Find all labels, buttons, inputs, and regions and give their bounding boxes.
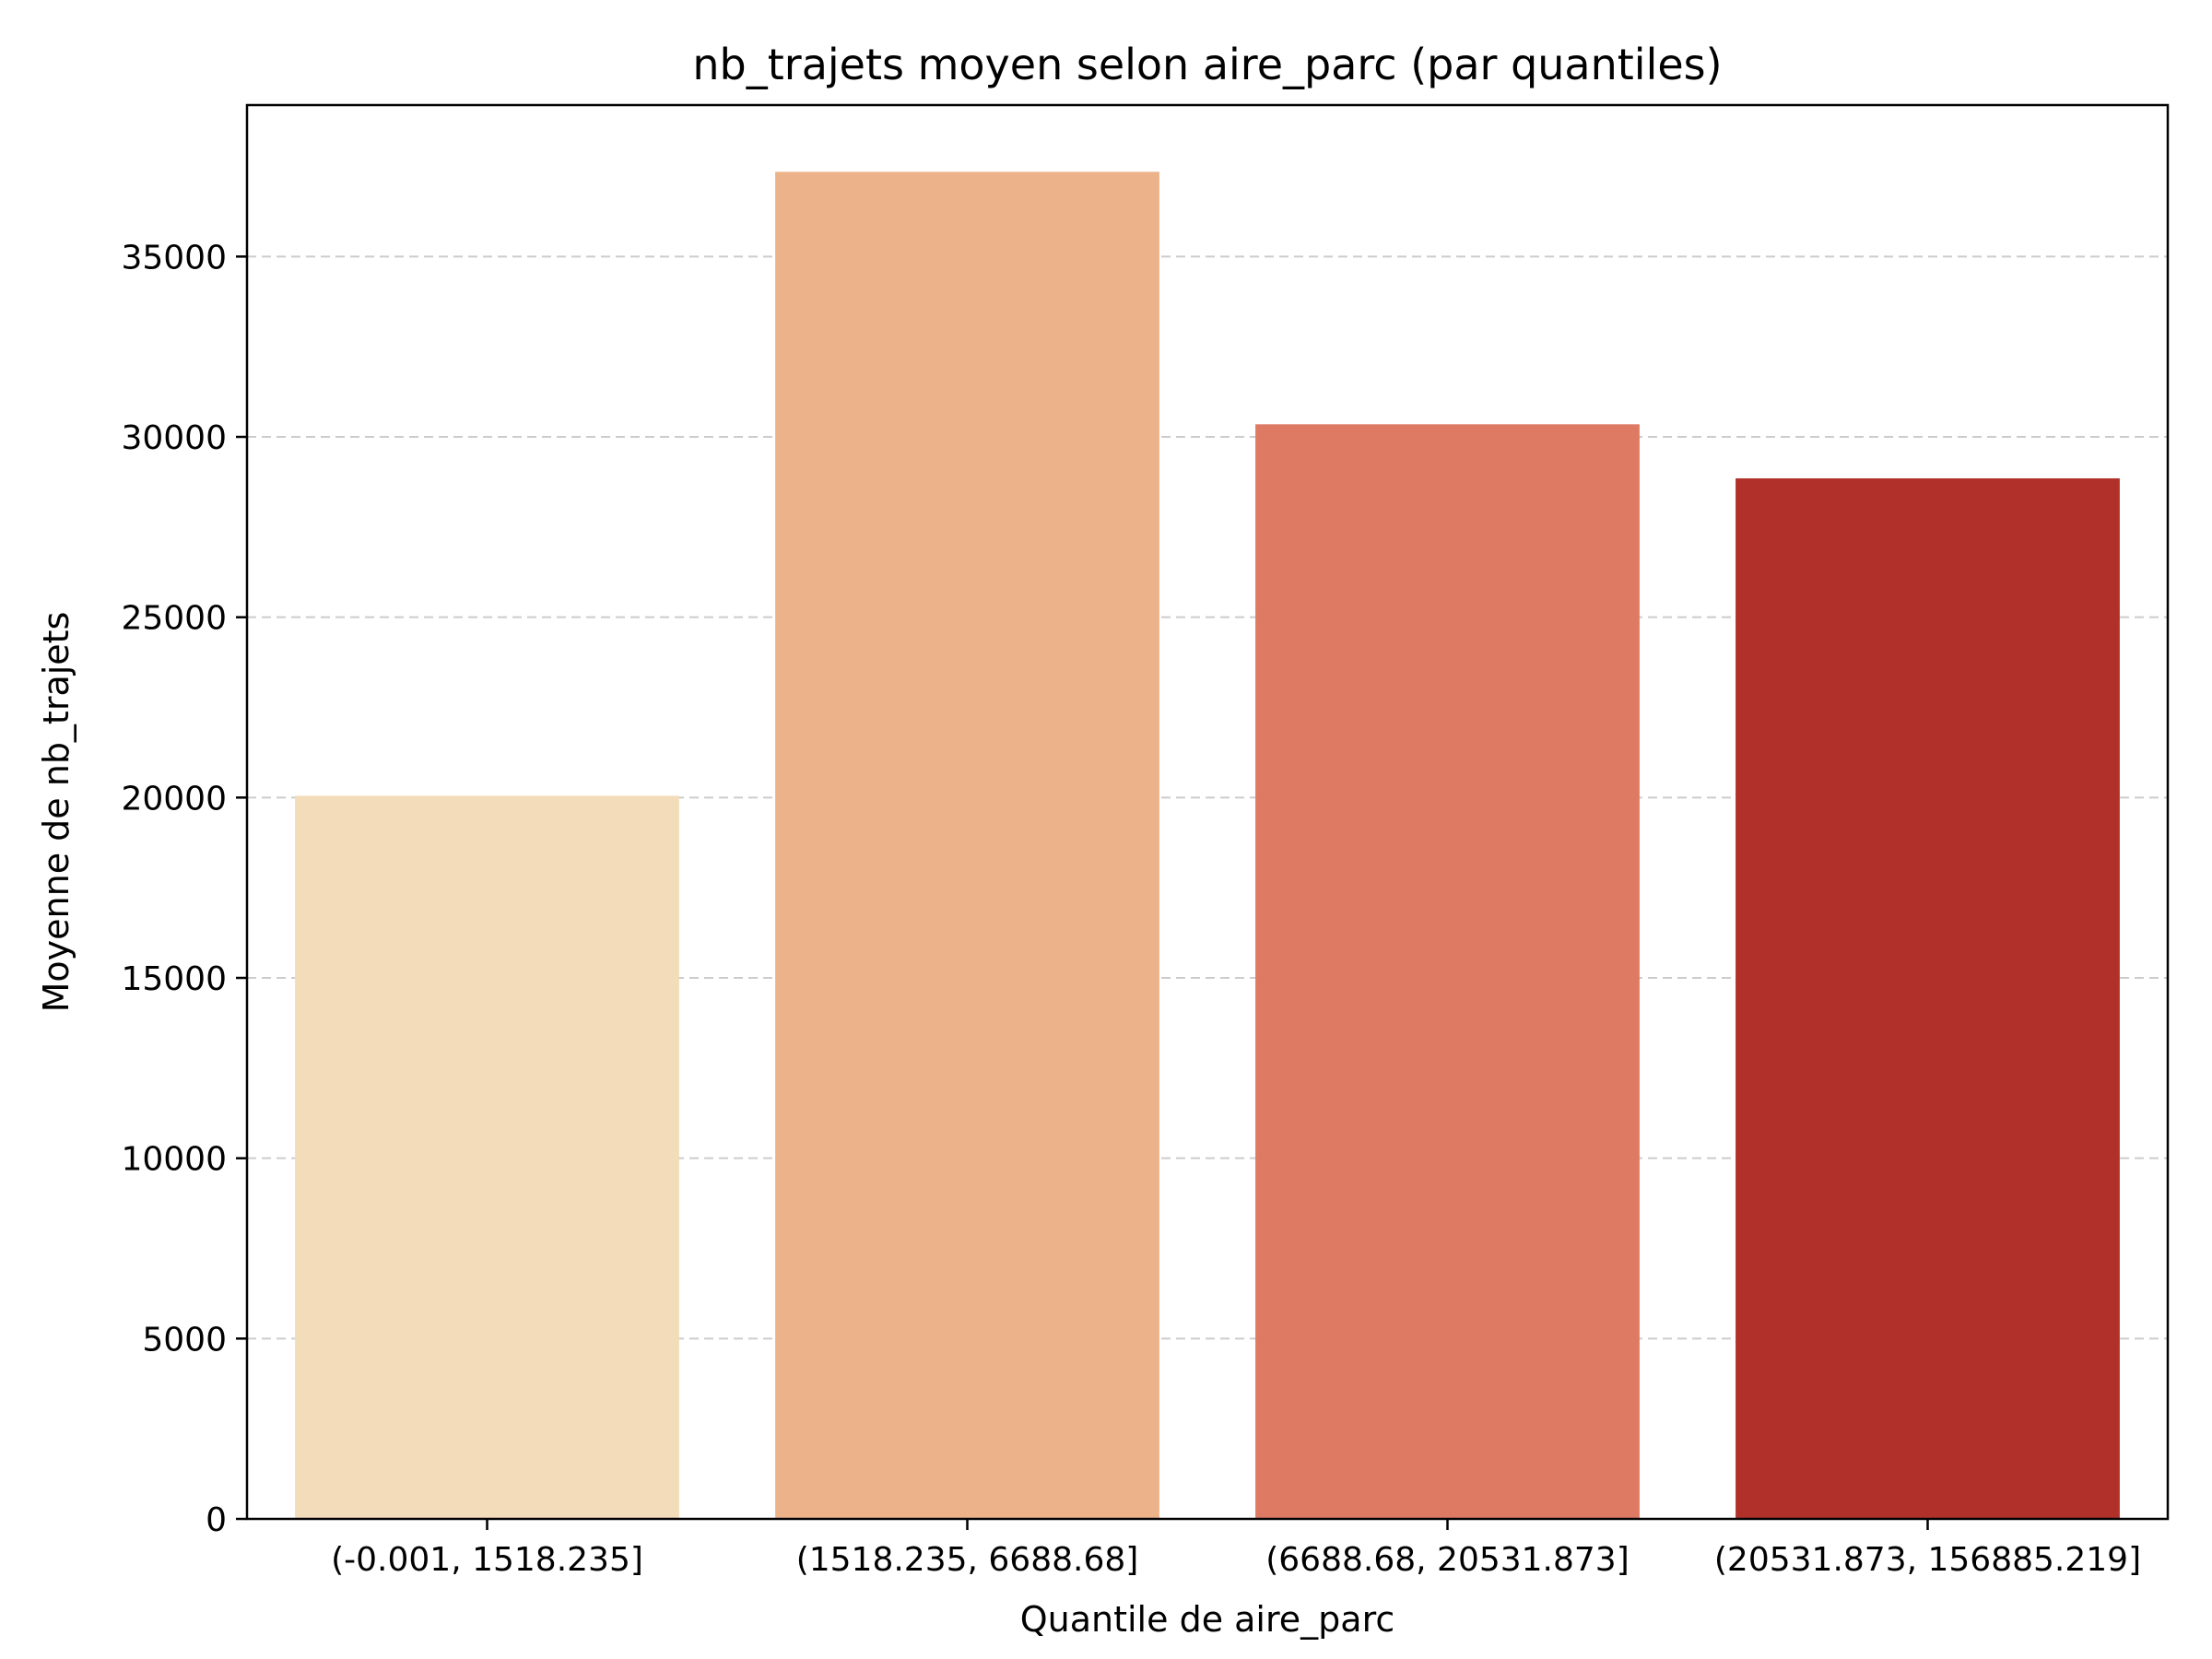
x-tick-label: (-0.001, 1518.235]	[331, 1541, 643, 1579]
y-tick-label: 20000	[121, 780, 227, 818]
y-tick-label: 25000	[121, 600, 227, 638]
bar	[775, 171, 1159, 1520]
y-axis-ticks: 0 5000 10000 15000 20000 25000 30000 35000	[121, 239, 247, 1539]
x-axis-ticks: (-0.001, 1518.235] (1518.235, 6688.68] (66…	[331, 1519, 2141, 1579]
x-tick-label: (1518.235, 6688.68]	[796, 1541, 1139, 1579]
plot-frame	[245, 103, 2170, 1521]
y-tick-label: 15000	[121, 960, 227, 998]
y-tick-label: 10000	[121, 1141, 227, 1179]
chart-title: nb_trajets moyen selon aire_parc (par qu…	[692, 40, 1722, 89]
y-tick-label: 5000	[142, 1321, 227, 1359]
x-tick-label: (6688.68, 20531.873]	[1265, 1541, 1630, 1579]
y-axis-label: Moyenne de nb_trajets	[36, 612, 76, 1013]
y-tick-label: 35000	[121, 239, 227, 276]
bars	[295, 171, 2120, 1520]
bar	[1255, 424, 1640, 1519]
y-tick-label: 0	[206, 1501, 227, 1539]
x-axis-label: Quantile de aire_parc	[1020, 1599, 1395, 1640]
y-tick-label: 30000	[121, 419, 227, 457]
bar	[1735, 478, 2120, 1519]
bar	[295, 795, 679, 1519]
x-tick-label: (20531.873, 156885.219]	[1714, 1541, 2141, 1579]
